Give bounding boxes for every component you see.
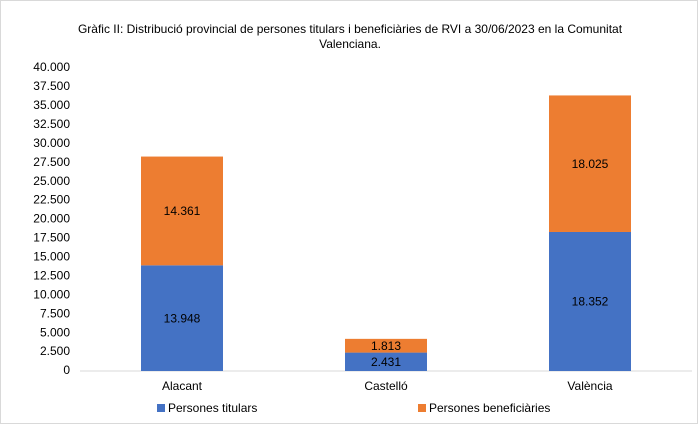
y-tick-label: 5.000 <box>40 325 70 339</box>
legend-label: Persones titulars <box>168 401 257 415</box>
y-tick-label: 22.500 <box>33 193 70 207</box>
y-tick-label: 12.500 <box>33 268 70 282</box>
data-label: 14.361 <box>164 204 201 218</box>
data-label: 13.948 <box>164 311 201 325</box>
y-tick-label: 30.000 <box>33 136 70 150</box>
y-tick-label: 40.000 <box>33 60 70 74</box>
data-label: 2.431 <box>371 355 401 369</box>
legend-swatch <box>157 404 165 412</box>
y-tick-label: 2.500 <box>40 344 70 358</box>
x-tick-label: Castelló <box>364 379 408 393</box>
y-tick-label: 27.500 <box>33 155 70 169</box>
legend-label: Persones beneficiàries <box>429 401 550 415</box>
y-tick-label: 25.000 <box>33 174 70 188</box>
y-tick-label: 20.000 <box>33 212 70 226</box>
bar-segment <box>549 231 631 371</box>
bar-segment <box>345 352 427 371</box>
chart-title: Gràfic II: Distribució provincial de per… <box>77 22 623 51</box>
bar-segment <box>141 156 223 266</box>
data-label: 18.025 <box>572 157 609 171</box>
x-tick-label: València <box>567 379 612 393</box>
y-tick-label: 35.000 <box>33 98 70 112</box>
bar-segment <box>345 338 427 353</box>
y-tick-label: 37.500 <box>33 79 70 93</box>
bar-segment <box>549 95 631 232</box>
y-tick-label: 10.000 <box>33 287 70 301</box>
y-tick-label: 17.500 <box>33 231 70 245</box>
data-label: 1.813 <box>371 339 401 353</box>
y-tick-label: 7.500 <box>40 306 70 320</box>
data-label: 18.352 <box>572 295 609 309</box>
x-tick-label: Alacant <box>162 379 203 393</box>
y-tick-label: 15.000 <box>33 250 70 264</box>
bar-segment <box>141 265 223 371</box>
y-tick-label: 32.500 <box>33 117 70 131</box>
y-tick-label: 0 <box>63 363 70 377</box>
legend-swatch <box>418 404 426 412</box>
